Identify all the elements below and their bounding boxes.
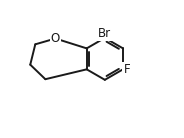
Text: Br: Br (98, 27, 111, 40)
Text: F: F (123, 63, 130, 76)
Text: O: O (51, 32, 60, 45)
